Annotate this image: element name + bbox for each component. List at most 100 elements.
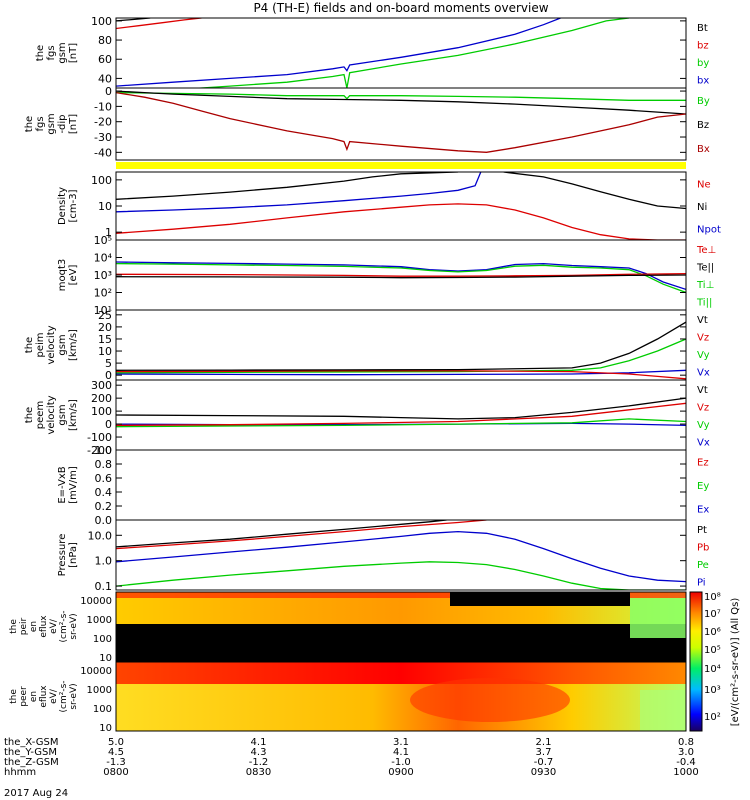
spectrogram-labels: the peir en eflux eV/(cm²-s-sr-eV)1000010001… [9,596,112,734]
colorbar-label: [eV/(cm²-s-sr-eV)] (All Qs) [730,598,741,727]
y-axis-label: velocity [46,325,57,364]
y-tick-label: 0.2 [95,500,113,513]
y-axis-label: Pressure [57,534,68,577]
legend-entry: Ti⊥ [696,280,714,291]
x-row-name: the_Z-GSM [4,757,59,768]
y-tick-label: 1.0 [95,555,113,568]
series-line-1-3 [116,18,202,30]
x-tick-label: 3.0 [678,747,694,758]
legend-entry: Pb [697,542,709,553]
x-tick-label: 0800 [103,767,128,778]
y-tick-label: 0.6 [95,472,113,485]
y-tick-label: 10⁵ [94,234,112,247]
y-tick-label: 100 [91,15,112,28]
y-axis-label: [mV/m] [68,466,79,504]
legend-entry: Vz [697,332,709,343]
y-axis-label: [km/s] [68,399,79,431]
y-axis-label: the [35,45,46,61]
y-axis-label: fgs [46,45,57,60]
y-tick-label: 1 [105,226,112,239]
y-axis-label: velocity [46,395,57,434]
y-axis-label: gsm [57,42,68,63]
legend-entry: by [697,58,709,69]
spectrogram-y-label: sr-eV) [69,613,79,639]
y-axis-label: E=-VxB [57,466,68,503]
y-tick-label: -40 [94,146,112,159]
y-tick-label: -30 [94,131,112,144]
series-line-5-4 [116,321,686,371]
legend-entry: Ni [697,202,707,213]
y-axis-label: moqt3 [57,259,68,292]
panel-frame [115,519,687,591]
y-axis-label: -dip [57,114,68,133]
y-tick-label: -10 [94,100,112,113]
legend-entry: Ey [697,481,709,492]
spectrogram-y-tick: 10000 [80,666,112,677]
y-axis-label: gsm [46,113,57,134]
y-axis-label: the [24,407,35,423]
legend-entry: bx [697,75,709,86]
series-line-5-2 [116,338,686,374]
x-row-name: the_Y-GSM [4,747,57,758]
panel-frame [115,171,687,241]
panel-3: 100 10 1 Density [cm-3] Ne Ni Npot [57,171,721,241]
legend-entry: Bx [697,144,710,155]
colorbar-tick-label: 10⁵ [704,645,721,656]
spectrogram-y-label: eflux [39,615,49,638]
spectrogram-y-tick: 10 [99,653,112,664]
spectrogram-y-tick: 100 [93,704,112,715]
series-line-1-1 [116,18,561,87]
series-line-6-4 [116,397,686,420]
spectrogram-y-label: (cm²-s- [59,680,69,712]
x-tick-label: 4.1 [393,747,409,758]
panel-1: 100 80 60 40 the fgs gsm [nT] Bt bz by bx [35,15,709,89]
y-tick-label: 10¹ [94,304,112,317]
series-line-5-1 [116,369,686,376]
y-tick-label: 0 [105,418,112,431]
series-line-2-3 [116,91,686,153]
panel-frame [115,87,687,161]
legend-entry: Bt [697,23,708,34]
legend-entry: Ex [697,504,709,515]
legend-entry: Vz [697,402,709,413]
x-tick-label: -1.0 [391,757,411,768]
legend-entry: bz [697,40,709,51]
series-line-3-3 [116,172,482,213]
spectrogram-y-label: peir [19,617,29,635]
colorbar-tick-label: 10³ [704,685,721,696]
colorbar-tick-label: 10⁶ [704,627,721,638]
legend-entry: Pt [697,525,707,536]
spectrogram-electron [115,661,687,732]
series-line-6-2 [116,418,686,428]
spectrogram-y-label: (cm²-s- [59,610,69,642]
panel-4: 10⁵ 10⁴ 10³ 10² 10¹ moqt3 [eV] Te⊥ Te|| Ti⊥ Ti|| [57,234,716,317]
y-tick-label: 0.4 [95,486,113,499]
x-tick-label: 5.0 [108,737,124,748]
x-tick-label: 3.7 [536,747,552,758]
y-axis-label: [nPa] [68,542,79,568]
y-tick-label: 80 [98,34,112,47]
x-tick-label: -1.3 [106,757,126,768]
y-tick-label: 40 [98,72,112,85]
chart-title: P4 (TH-E) fields and on-board moments ov… [253,1,548,15]
spectrogram-y-label: the [9,619,19,634]
spectrogram-y-label: en [29,691,39,702]
spectrogram-y-label: eflux [39,685,49,708]
series-line-8-3 [116,530,686,583]
y-tick-label: 10² [94,287,112,300]
y-axis-label: [eV] [68,265,79,286]
legend-entry: Pe [697,560,709,571]
y-tick-label: 1.0 [95,444,113,457]
x-tick-label: -1.2 [249,757,269,768]
series-line-4-2 [116,262,686,294]
colorbar-ticks: 10⁸ 10⁷ 10⁶ 10⁵ 10⁴ 10³ 10² [704,592,721,723]
spectrogram-y-label: peer [19,686,29,707]
date-label: 2017 Aug 24 [4,788,68,799]
y-tick-label: 0.8 [95,458,113,471]
y-tick-label: 25 [98,309,112,322]
series-line-3-2 [503,172,686,210]
y-axis-label: the [24,116,35,132]
y-tick-label: 100 [91,174,112,187]
x-tick-label: 0830 [246,767,271,778]
